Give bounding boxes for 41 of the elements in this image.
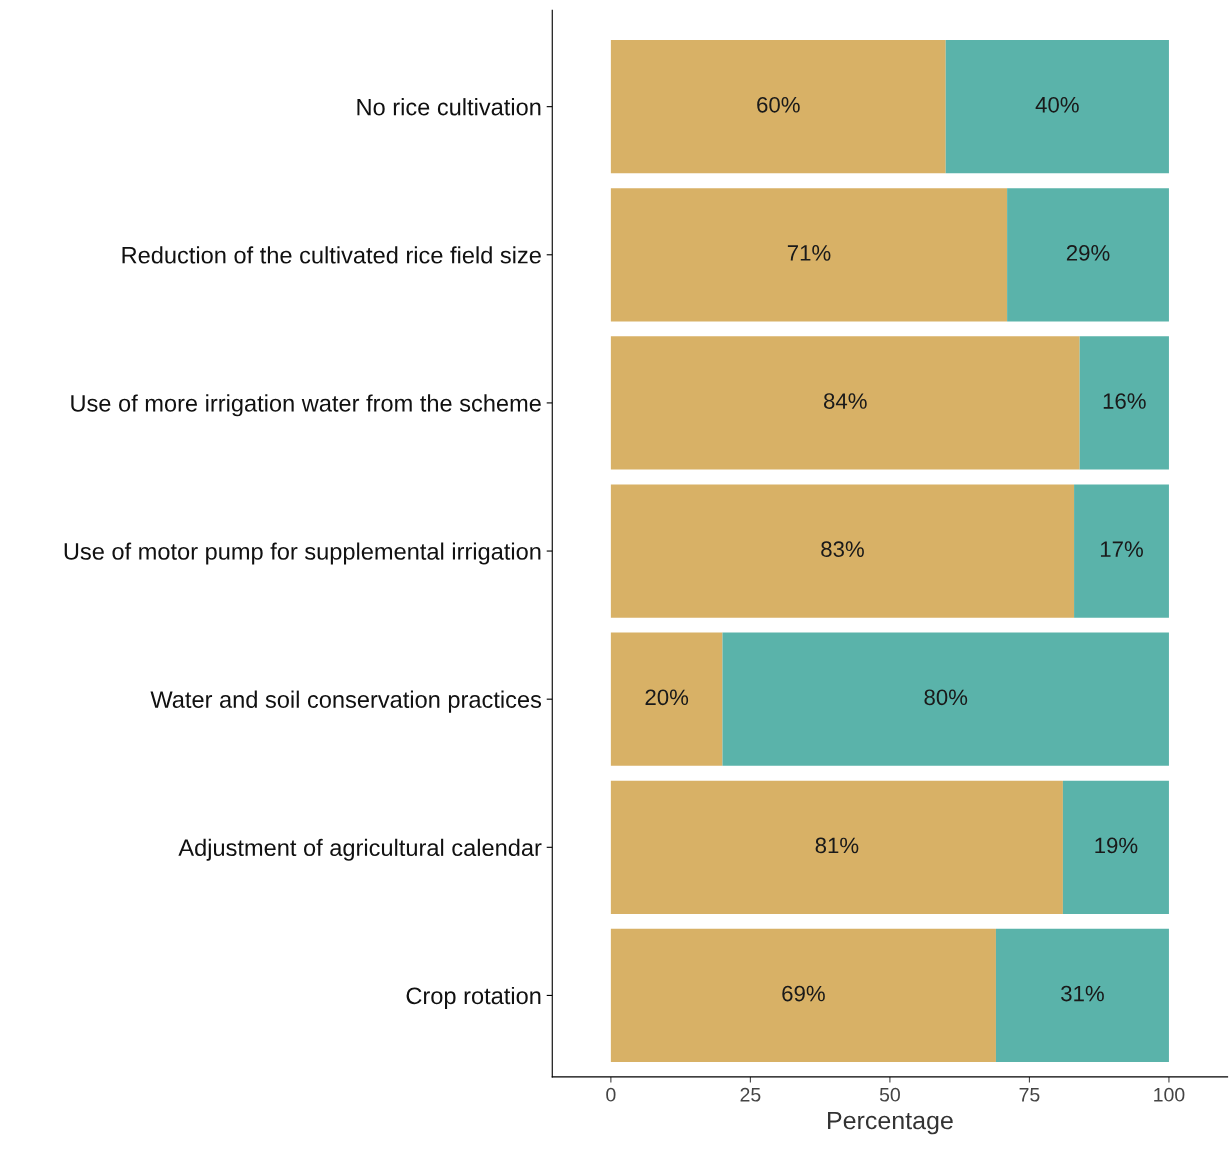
y-tick-label: Use of more irrigation water from the scheme — [71, 394, 541, 417]
x-tick-label: 75 — [1019, 1088, 1040, 1102]
data-label: 80% — [924, 689, 968, 706]
bar — [995, 928, 1169, 1063]
bar — [610, 780, 1063, 914]
data-label: 29% — [1066, 245, 1110, 261]
bar — [610, 40, 946, 174]
bar — [945, 40, 1169, 174]
y-tick-label: Adjustment of agricultural calendar — [178, 838, 542, 861]
y-tick-label: No rice cultivation — [357, 98, 541, 116]
data-label: 69% — [782, 985, 825, 1002]
bar — [722, 632, 1169, 766]
data-label: 60% — [757, 96, 800, 113]
data-label: 19% — [1095, 837, 1138, 854]
x-tick-label: 100 — [1154, 1087, 1185, 1102]
bar — [610, 188, 1008, 322]
bar — [610, 336, 1080, 470]
y-tick-label: Reduction of the cultivated rice field size — [122, 246, 541, 264]
y-tick-label: Crop rotation — [406, 986, 541, 1009]
bar — [1079, 336, 1169, 470]
y-tick-label: Water and soil conservation practices — [150, 690, 542, 713]
bar — [610, 484, 1075, 618]
x-tick-label: 25 — [740, 1087, 761, 1102]
data-label: 81% — [815, 837, 859, 854]
data-label: 31% — [1061, 985, 1104, 1002]
x-axis-title: Percentage — [828, 1111, 953, 1135]
y-tick-label: Use of motor pump for supplemental irrigation — [64, 542, 541, 565]
data-label: 17% — [1100, 541, 1143, 557]
x-tick-label: 0 — [606, 1087, 616, 1102]
bar — [610, 928, 996, 1063]
data-label: 83% — [821, 541, 864, 558]
bar — [1062, 780, 1169, 914]
bar — [1007, 188, 1169, 322]
bar — [610, 632, 723, 766]
data-label: 20% — [645, 689, 689, 706]
data-label: 84% — [823, 393, 867, 409]
data-label: 40% — [1035, 96, 1079, 113]
data-label: 16% — [1103, 393, 1146, 409]
x-tick-label: 50 — [879, 1087, 900, 1102]
bar — [1074, 484, 1169, 618]
data-label: 71% — [787, 245, 831, 261]
